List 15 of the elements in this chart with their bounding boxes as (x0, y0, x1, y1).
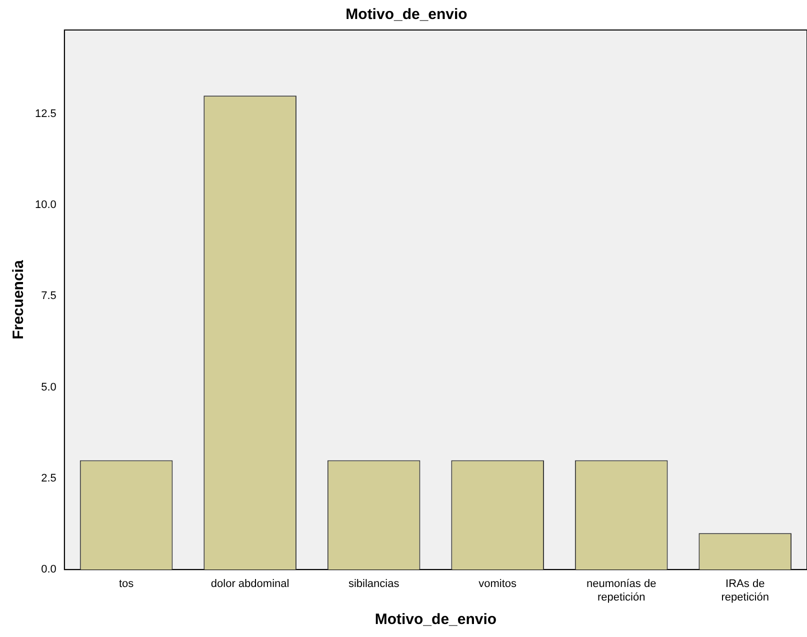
x-axis-title: Motivo_de_envio (374, 611, 497, 628)
y-tick-label: 7.5 (41, 290, 56, 302)
y-tick-label: 0.0 (41, 564, 56, 576)
x-tick-label: neumonías de repetición (586, 578, 656, 604)
x-tick-label: sibilancias (348, 578, 400, 590)
x-tick-label: tos (118, 578, 134, 590)
x-tick-label: dolor abdominal (210, 578, 290, 590)
y-tick-label: 10.0 (34, 199, 56, 212)
x-tick-label: IRAs de repetición (721, 578, 769, 604)
y-tick-label: 2.5 (41, 472, 56, 484)
y-tick-label: 12.5 (34, 108, 56, 120)
chart-title: Motivo_de_envio (346, 6, 468, 24)
x-tick-label: vomitos (478, 578, 518, 590)
y-tick-label: 5.0 (41, 381, 56, 394)
y-axis-title: Frecuencia (10, 260, 28, 340)
